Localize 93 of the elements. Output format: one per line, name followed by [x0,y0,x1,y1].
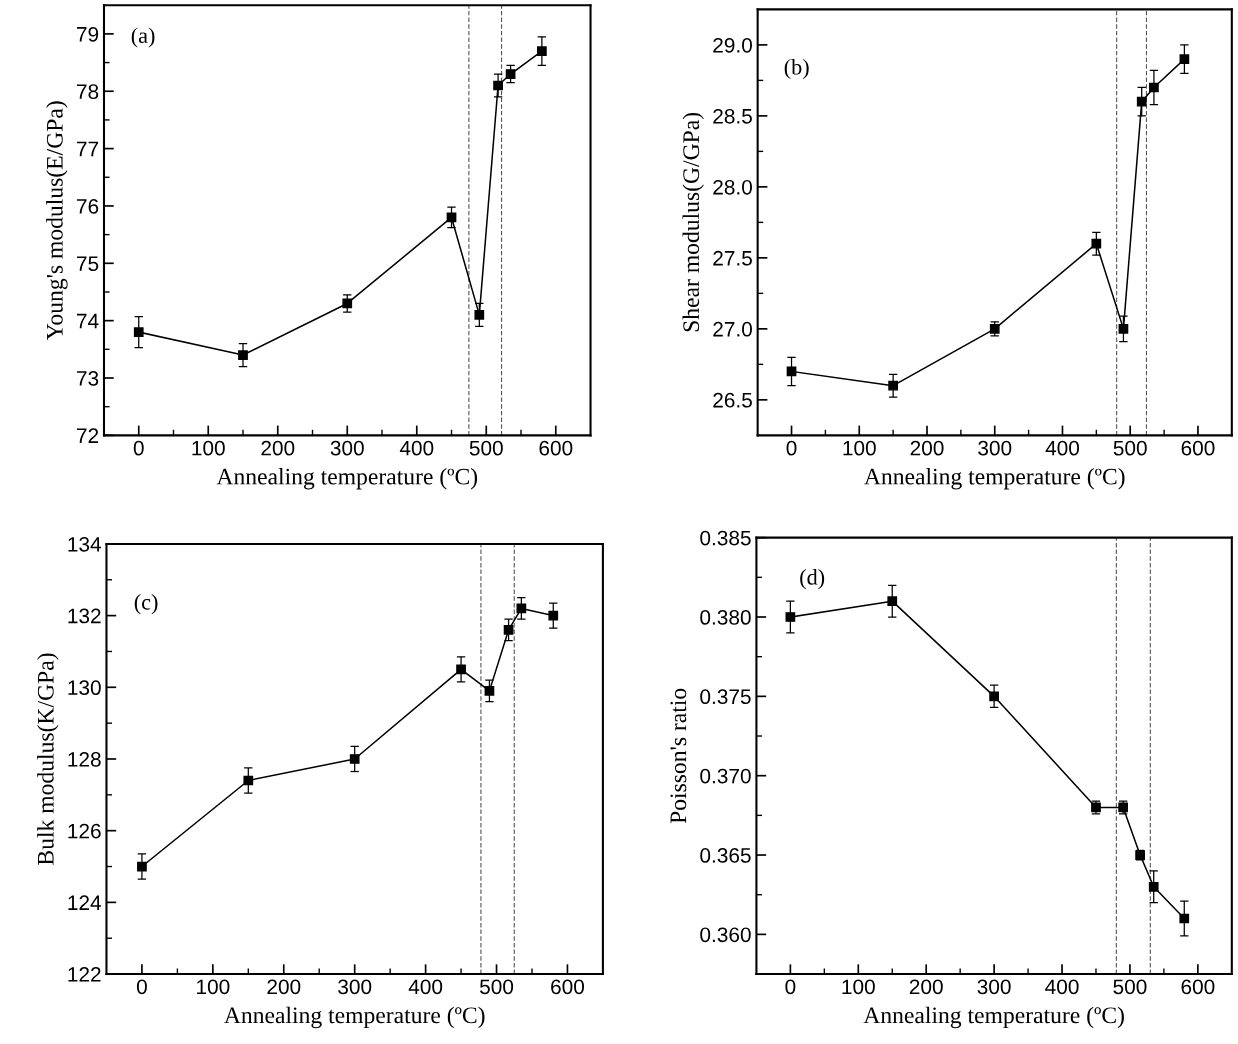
x-tick-label: 400 [1045,979,1079,995]
point [505,69,516,79]
x-tick-label: 500 [1113,440,1147,456]
x-tick-label: 600 [539,440,573,456]
point [137,861,147,872]
x-tick-label: 100 [197,979,230,995]
y-tick-label: 124 [68,895,101,910]
x-tick-label: 400 [399,440,434,456]
annotation: (b) [784,58,809,80]
point [1149,82,1159,93]
x-tick-label: 200 [909,979,943,995]
y-tick-label: 73 [77,371,99,386]
x-tick-label: 100 [842,979,875,995]
y-tick-label: 122 [68,967,101,982]
y-tick-label: 0.360 [700,927,751,943]
x-tick-label: 100 [192,440,225,456]
y-tick-label: 26.5 [713,392,752,408]
point [785,612,796,622]
annotation: (c) [134,594,158,615]
y-axis-title: Bulk modulus(K/GPa) [37,653,59,865]
x-tick-label: 500 [1113,979,1147,995]
x-tick-label: 0 [785,979,796,995]
x-tick-label: 300 [338,979,372,995]
y-tick-label: 0.385 [700,530,751,546]
x-axis-title: Annealing temperature (ºC) [863,1006,1124,1029]
y-tick-label: 0.375 [700,689,751,705]
x-tick-label: 600 [1181,440,1215,456]
x-tick-label: 100 [843,440,876,456]
point [456,664,466,675]
y-tick-label: 29.0 [713,37,752,53]
x-tick-label: 300 [978,440,1012,456]
x-tick-label: 300 [330,440,364,456]
y-tick-label: 72 [77,428,99,443]
point [1091,238,1102,249]
point [888,380,898,391]
x-tick-label: 500 [469,440,503,456]
point [133,327,144,337]
x-axis-title: Annealing temperature (ºC) [216,467,478,490]
point [243,775,254,786]
point [503,625,514,635]
y-tick-label: 130 [68,680,101,696]
x-tick-label: 200 [261,440,295,456]
x-tick-label: 0 [136,979,147,995]
x-tick-label: 500 [479,979,514,995]
y-tick-label: 126 [68,823,101,839]
x-tick-label: 300 [977,979,1011,995]
y-tick-label: 134 [68,536,101,552]
x-tick-label: 200 [910,440,944,456]
x-tick-label: 400 [408,979,443,995]
x-tick-label: 200 [267,979,301,995]
y-tick-label: 0.380 [700,610,751,625]
annotation: (d) [800,569,825,590]
y-tick-label: 75 [77,256,99,272]
x-axis-title: Annealing temperature (ºC) [224,1006,485,1029]
y-axis-title: Shear modulus(G/GPa) [682,112,704,332]
x-tick-label: 0 [133,440,144,456]
y-tick-label: 78 [77,84,99,99]
point [1148,881,1159,892]
point [474,310,485,320]
x-tick-label: 0 [786,440,797,456]
y-tick-label: 0.365 [700,848,751,863]
x-tick-label: 600 [1181,979,1215,995]
annotation: (a) [131,27,155,48]
point [516,603,527,614]
y-tick-label: 27.5 [713,250,752,266]
point [349,754,360,764]
y-tick-label: 74 [77,313,99,329]
point [1179,54,1190,64]
y-tick-label: 27.0 [713,321,752,337]
y-axis-title: Poisson's ratio [670,688,687,824]
y-tick-label: 0.370 [700,768,751,784]
point [342,298,353,309]
point [537,46,547,56]
y-tick-label: 128 [68,751,101,767]
y-axis-title: Young's modulus(E/GPa) [46,101,68,340]
point [1179,913,1190,924]
point [493,80,503,91]
point [484,686,495,696]
x-tick-label: 400 [1045,440,1080,456]
y-tick-label: 28.0 [713,179,752,195]
y-tick-label: 28.5 [713,108,752,124]
x-tick-label: 600 [551,979,585,995]
point [1118,323,1129,334]
x-axis-title: Annealing temperature (ºC) [864,467,1125,490]
y-tick-label: 79 [77,26,99,42]
y-tick-label: 77 [77,141,99,157]
y-tick-label: 132 [68,608,101,624]
point [989,691,999,702]
point [548,610,559,621]
point [238,350,248,360]
point [1136,96,1147,107]
point [887,596,898,606]
y-tick-label: 76 [77,198,99,214]
